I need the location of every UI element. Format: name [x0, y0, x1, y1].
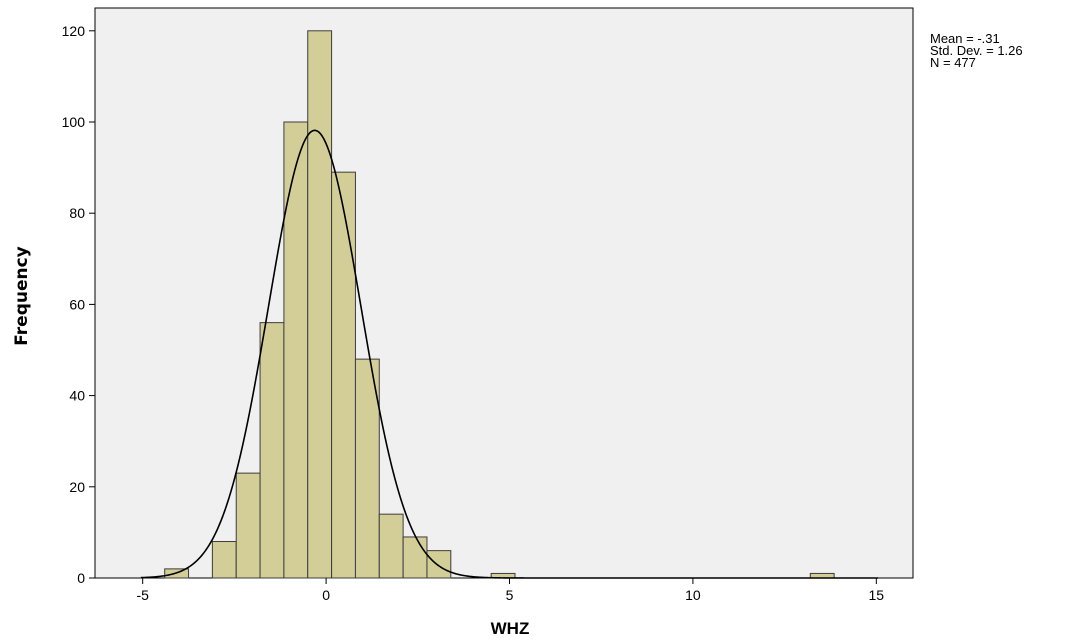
y-tick-label: 20 — [69, 479, 85, 495]
y-axis: 0 20 40 60 80 100 120 — [62, 23, 95, 586]
histogram-bar — [283, 121, 309, 579]
histogram-bar — [259, 322, 285, 579]
x-tick-label: -5 — [136, 587, 149, 603]
histogram-bar — [354, 358, 380, 579]
x-tick-label: 0 — [322, 587, 330, 603]
histogram-bar — [378, 513, 404, 579]
x-tick-label: 10 — [685, 587, 701, 603]
histogram-bar — [211, 541, 237, 579]
x-tick-label: 5 — [506, 587, 514, 603]
n-text: N = 477 — [930, 55, 976, 70]
y-axis-title: Frequency — [12, 246, 32, 346]
normal-curve — [140, 129, 879, 579]
y-tick-label: 100 — [62, 114, 86, 130]
mean-text: Mean = -.31 — [930, 31, 1000, 46]
histogram-bars — [164, 30, 835, 579]
histogram-bar — [307, 30, 333, 579]
y-tick-label: 0 — [77, 570, 85, 586]
histogram-bar — [235, 472, 261, 579]
y-tick-label: 60 — [69, 296, 85, 312]
x-tick-label: 15 — [869, 587, 885, 603]
x-axis: -5 0 5 10 15 — [136, 578, 884, 603]
histogram-bar — [426, 550, 452, 579]
y-tick-label: 80 — [69, 205, 85, 221]
y-tick-label: 40 — [69, 388, 85, 404]
statistics-legend: Mean = -.31 Std. Dev. = 1.26 N = 477 — [930, 31, 1023, 70]
std-dev-text: Std. Dev. = 1.26 — [930, 43, 1023, 58]
histogram-bar — [402, 536, 428, 579]
histogram-bar — [331, 171, 356, 579]
plot-area — [94, 7, 914, 579]
x-axis-title: WHZ — [491, 619, 530, 638]
y-tick-label: 120 — [62, 23, 86, 39]
